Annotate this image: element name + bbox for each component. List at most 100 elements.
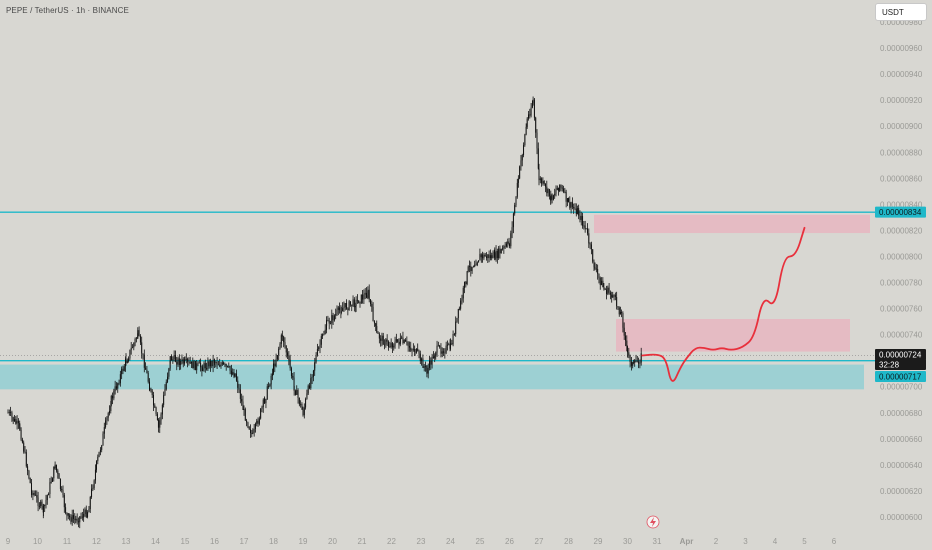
candle-body (88, 509, 90, 513)
y-tick-label: 0.00000960 (880, 44, 923, 53)
candle-body (391, 343, 393, 348)
candle-body (181, 359, 183, 361)
candle-body (457, 309, 459, 318)
candle-body (580, 216, 582, 220)
candle-body (444, 352, 446, 354)
candle-body (569, 202, 571, 208)
candle-body (274, 363, 276, 367)
candle-body (331, 315, 333, 324)
candle-body (347, 308, 349, 310)
candle-body (71, 515, 73, 522)
candle-body (588, 233, 590, 244)
candle-body (302, 409, 304, 416)
candle-body (225, 364, 227, 367)
candle-body (482, 254, 484, 259)
candle-body (254, 423, 256, 429)
candle-body (419, 353, 421, 361)
price-tag-countdown: 32:28 (879, 360, 900, 369)
candle-body (375, 323, 377, 327)
candle-body (363, 294, 365, 300)
candle-body (75, 518, 77, 520)
y-tick-label: 0.00000800 (880, 252, 923, 261)
candle-body (452, 334, 454, 345)
candle-body (137, 330, 139, 337)
candle-body (458, 308, 460, 310)
candle-body (101, 445, 103, 450)
candle-body (381, 335, 383, 341)
x-tick-label: 9 (6, 537, 11, 546)
x-tick-label: 16 (210, 537, 219, 546)
candle-body (66, 513, 68, 516)
candle-body (27, 466, 29, 471)
y-tick-label: 0.00000920 (880, 96, 923, 105)
candle-body (614, 294, 616, 298)
candle-body (252, 432, 254, 434)
candle-body (203, 363, 205, 369)
candle-body (437, 345, 439, 347)
y-tick-label: 0.00000700 (880, 383, 923, 392)
candle-body (37, 497, 39, 506)
candle-body (189, 361, 191, 364)
x-tick-label: 6 (832, 537, 837, 546)
candle-body (110, 396, 112, 406)
candle-body (571, 202, 573, 208)
candle-body (133, 343, 135, 348)
x-tick-label: 27 (535, 537, 544, 546)
candle-body (402, 337, 404, 343)
candle-body (230, 370, 232, 375)
candle-body (536, 132, 538, 149)
x-tick-label: 11 (63, 537, 72, 546)
candle-body (283, 336, 285, 343)
candle-body (367, 289, 369, 296)
candle-body (207, 361, 209, 370)
candle-body (632, 362, 634, 366)
candle-body (298, 397, 300, 405)
candle-body (636, 361, 638, 363)
candle-body (105, 420, 107, 428)
candle-body (29, 478, 31, 484)
candle-body (443, 351, 445, 353)
candle-body (159, 420, 161, 428)
candle-body (337, 307, 339, 310)
candle-body (514, 205, 516, 214)
candle-body (122, 368, 124, 371)
candle-body (491, 255, 493, 259)
candle-body (99, 449, 101, 452)
candle-body (318, 347, 320, 350)
x-tick-label: 29 (594, 537, 603, 546)
candle-body (192, 361, 194, 369)
candle-body (319, 344, 321, 348)
candle-body (507, 241, 509, 244)
candle-body (436, 345, 438, 353)
candle-body (380, 338, 382, 341)
x-tick-label: 24 (446, 537, 455, 546)
candle-body (157, 419, 159, 428)
candle-body (520, 160, 522, 167)
candle-body (279, 343, 281, 349)
candle-body (206, 368, 208, 370)
candle-body (167, 376, 169, 382)
candle-body (353, 299, 355, 308)
candle-body (566, 198, 568, 202)
candle-body (618, 307, 620, 315)
currency-button[interactable]: USDT (875, 3, 927, 21)
x-tick-label: 23 (417, 537, 426, 546)
candle-body (466, 271, 468, 285)
candle-body (63, 494, 65, 508)
candle-body (487, 254, 489, 258)
candle-body (150, 388, 152, 391)
candle-body (160, 414, 162, 421)
candle-body (85, 509, 87, 518)
candle-body (526, 118, 528, 127)
candle-body (324, 329, 326, 334)
candle-body (303, 407, 305, 416)
candle-body (204, 363, 206, 369)
candle-body (77, 521, 79, 523)
candle-body (149, 388, 151, 391)
candle-body (539, 178, 541, 181)
candle-body (372, 306, 374, 322)
y-tick-label: 0.00000860 (880, 174, 923, 183)
candle-body (169, 356, 171, 361)
